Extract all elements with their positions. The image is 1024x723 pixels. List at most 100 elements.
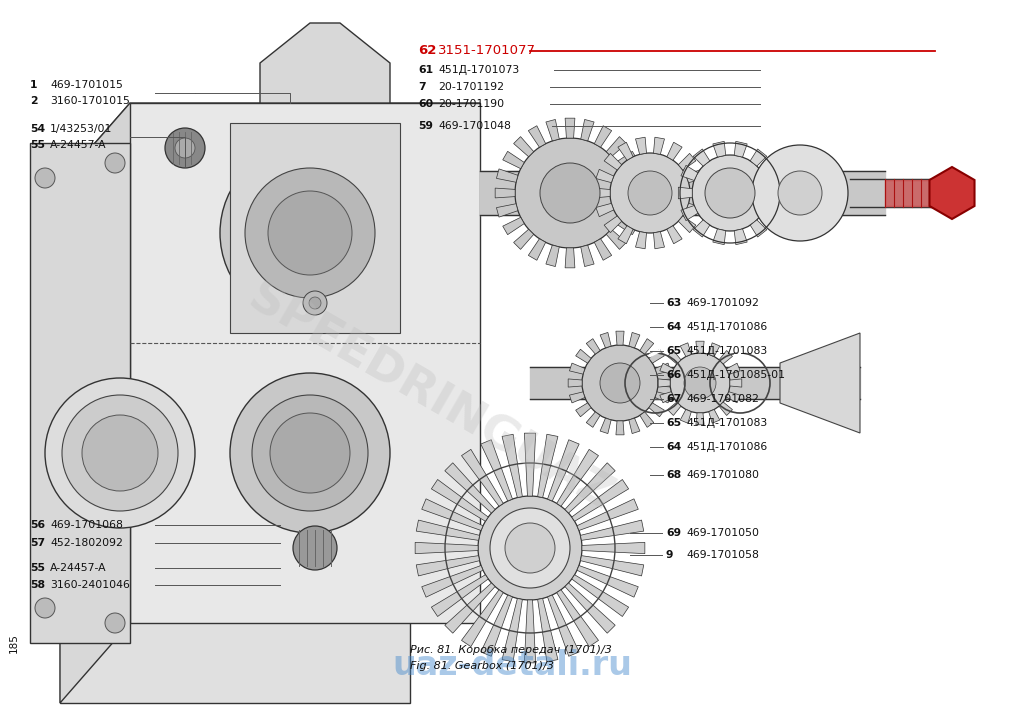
Polygon shape — [678, 216, 696, 233]
Text: uaz-detali.ru: uaz-detali.ru — [392, 649, 632, 682]
Circle shape — [175, 138, 195, 158]
Polygon shape — [615, 151, 637, 168]
Bar — [230, 123, 400, 333]
Polygon shape — [713, 229, 726, 244]
Text: 3151-1701077: 3151-1701077 — [438, 45, 536, 58]
Polygon shape — [768, 187, 781, 199]
Circle shape — [309, 297, 321, 309]
Polygon shape — [565, 463, 615, 513]
Text: 469-1701092: 469-1701092 — [686, 298, 759, 308]
Text: A-24457-A: A-24457-A — [50, 563, 106, 573]
Polygon shape — [668, 402, 681, 416]
Polygon shape — [680, 409, 691, 423]
Text: 55: 55 — [30, 563, 45, 573]
Polygon shape — [655, 363, 671, 374]
Polygon shape — [581, 245, 594, 267]
Text: 451Д-1701083: 451Д-1701083 — [686, 418, 767, 428]
Circle shape — [268, 191, 352, 275]
Polygon shape — [586, 412, 600, 427]
Polygon shape — [546, 119, 559, 141]
Polygon shape — [565, 118, 574, 138]
Polygon shape — [696, 341, 705, 353]
Polygon shape — [577, 565, 638, 597]
Polygon shape — [726, 363, 740, 375]
Text: 9: 9 — [666, 550, 674, 560]
Polygon shape — [503, 151, 524, 168]
Polygon shape — [726, 392, 740, 403]
Circle shape — [230, 373, 390, 533]
Polygon shape — [751, 149, 767, 166]
Polygon shape — [681, 205, 697, 221]
Polygon shape — [528, 239, 546, 260]
Text: 65: 65 — [666, 346, 681, 356]
Circle shape — [515, 138, 625, 248]
Circle shape — [105, 153, 125, 173]
Text: 68: 68 — [666, 470, 681, 480]
Polygon shape — [502, 435, 522, 497]
Polygon shape — [548, 440, 580, 501]
Polygon shape — [659, 392, 674, 403]
Polygon shape — [569, 392, 585, 403]
Text: 60: 60 — [418, 99, 433, 109]
Polygon shape — [623, 169, 643, 182]
Text: 1: 1 — [30, 80, 38, 90]
Circle shape — [705, 168, 755, 218]
Polygon shape — [680, 343, 691, 356]
Polygon shape — [260, 23, 390, 103]
Polygon shape — [678, 153, 696, 170]
Polygon shape — [431, 575, 488, 617]
Polygon shape — [623, 204, 643, 217]
Bar — [95, 455, 120, 475]
Polygon shape — [615, 421, 624, 435]
Polygon shape — [462, 450, 503, 506]
Polygon shape — [565, 248, 574, 268]
Text: 2: 2 — [30, 96, 38, 106]
Polygon shape — [709, 409, 720, 423]
Polygon shape — [606, 137, 627, 157]
Text: A-24457-A: A-24457-A — [50, 140, 106, 150]
Circle shape — [684, 367, 716, 399]
Polygon shape — [734, 229, 748, 244]
Polygon shape — [655, 392, 671, 403]
Circle shape — [490, 508, 570, 588]
Polygon shape — [581, 520, 644, 540]
Polygon shape — [649, 349, 665, 363]
Polygon shape — [659, 363, 674, 375]
Polygon shape — [415, 542, 478, 554]
Text: 57: 57 — [30, 538, 45, 548]
Polygon shape — [658, 379, 670, 387]
Circle shape — [582, 345, 658, 421]
Polygon shape — [462, 590, 503, 646]
Polygon shape — [930, 167, 975, 219]
Polygon shape — [496, 188, 515, 198]
Text: 469-1701058: 469-1701058 — [686, 550, 759, 560]
Text: Рис. 81. Коробка передач (1701)/3: Рис. 81. Коробка передач (1701)/3 — [410, 645, 611, 655]
Polygon shape — [649, 403, 665, 416]
Polygon shape — [640, 412, 653, 427]
Text: 59: 59 — [418, 121, 433, 131]
Circle shape — [293, 526, 337, 570]
Polygon shape — [422, 565, 483, 597]
Polygon shape — [600, 333, 611, 348]
Text: 56: 56 — [30, 520, 45, 530]
Polygon shape — [582, 542, 645, 554]
Polygon shape — [575, 403, 591, 416]
Circle shape — [540, 163, 600, 223]
Polygon shape — [751, 220, 767, 237]
Polygon shape — [762, 166, 779, 181]
Polygon shape — [416, 556, 479, 576]
Polygon shape — [640, 338, 653, 354]
Polygon shape — [481, 595, 512, 656]
Circle shape — [303, 291, 327, 315]
Text: 451Д-1701085-01: 451Д-1701085-01 — [686, 370, 785, 380]
Text: SPEEDRINGUAZ: SPEEDRINGUAZ — [240, 275, 621, 521]
Polygon shape — [681, 166, 697, 181]
Text: 20-1701192: 20-1701192 — [438, 82, 504, 92]
Polygon shape — [569, 363, 585, 374]
Text: 58: 58 — [30, 580, 45, 590]
Polygon shape — [60, 103, 480, 183]
Polygon shape — [524, 600, 536, 663]
Text: 7: 7 — [418, 82, 426, 92]
Circle shape — [165, 128, 205, 168]
Polygon shape — [693, 149, 710, 166]
